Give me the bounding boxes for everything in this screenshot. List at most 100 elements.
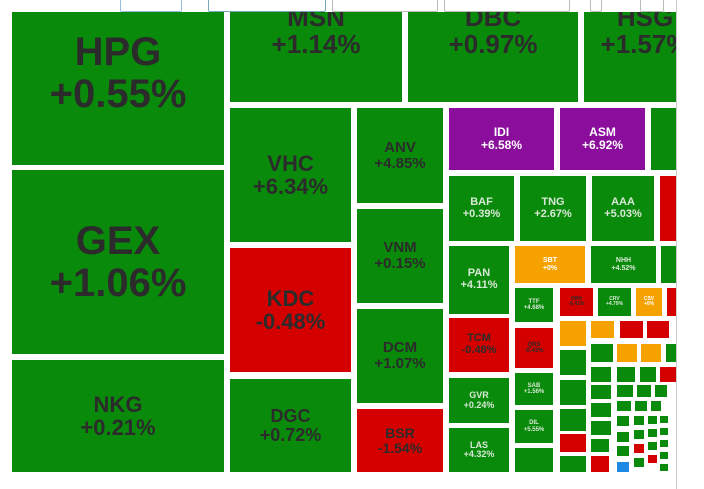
tile[interactable] <box>634 444 644 453</box>
tile[interactable] <box>591 344 613 362</box>
tile[interactable] <box>660 367 676 382</box>
change-label: +6.34% <box>252 174 329 199</box>
tile[interactable] <box>660 440 668 447</box>
button[interactable] <box>590 0 602 12</box>
ticker-label: CSV <box>643 295 655 302</box>
tile[interactable] <box>617 446 629 456</box>
ticker-label: BAF <box>470 195 493 208</box>
tile[interactable]: DGC +0.72% <box>230 379 351 472</box>
button[interactable] <box>640 0 664 12</box>
tile[interactable]: DCM +1.07% <box>357 309 443 403</box>
tile[interactable] <box>515 448 553 472</box>
tile[interactable] <box>660 452 668 459</box>
tile[interactable] <box>620 321 643 338</box>
tile[interactable] <box>666 344 676 362</box>
tile[interactable] <box>667 288 676 316</box>
tile[interactable] <box>648 442 657 450</box>
ticker-label: PAN <box>467 267 491 280</box>
tile[interactable] <box>655 385 667 397</box>
tile[interactable] <box>660 428 668 435</box>
change-label: +6.58% <box>480 138 523 152</box>
tile[interactable]: VHC +6.34% <box>230 108 351 242</box>
tile[interactable]: PAN +4.11% <box>449 246 509 314</box>
change-label: +0.72% <box>259 424 322 445</box>
tile[interactable]: CRV +4.79% <box>598 288 631 316</box>
tile[interactable] <box>617 462 629 472</box>
tab[interactable] <box>120 0 182 12</box>
tile[interactable]: LAS +4.32% <box>449 428 509 472</box>
tile[interactable]: TCM -0.48% <box>449 318 509 372</box>
ticker-label: DRH <box>571 295 582 302</box>
tile[interactable]: TNG +2.67% <box>520 176 586 241</box>
tile[interactable] <box>591 385 611 399</box>
tile[interactable] <box>634 458 644 467</box>
tile[interactable] <box>591 403 611 417</box>
tile[interactable] <box>560 434 586 452</box>
tile[interactable]: IDI +6.58% <box>449 108 554 170</box>
change-label: +1.57% <box>600 29 676 59</box>
tile[interactable]: SBT +0% <box>515 246 585 283</box>
change-label: +5.55% <box>523 426 545 433</box>
tile[interactable] <box>641 344 661 362</box>
tile[interactable]: GEX +1.06% <box>12 170 224 354</box>
tile[interactable] <box>560 350 586 375</box>
tile[interactable]: HPG +0.55% <box>12 0 224 165</box>
tile[interactable]: DBC +0.97% <box>408 0 578 102</box>
tile[interactable] <box>617 367 635 382</box>
tile[interactable]: NHH +4.52% <box>591 246 656 283</box>
tile[interactable] <box>660 464 668 471</box>
input[interactable] <box>208 0 326 12</box>
tile[interactable] <box>660 176 676 241</box>
tile[interactable] <box>661 246 676 283</box>
change-label: +0.15% <box>374 255 426 272</box>
tile[interactable]: TTF +4.68% <box>515 288 553 322</box>
tile[interactable] <box>591 367 611 382</box>
tile[interactable] <box>617 344 637 362</box>
tile[interactable] <box>637 385 651 397</box>
tile[interactable]: BSR -1.54% <box>357 409 443 472</box>
tile[interactable] <box>591 321 614 338</box>
tile[interactable] <box>648 455 657 463</box>
tile[interactable]: QNS -0.43% <box>515 328 553 368</box>
tile[interactable] <box>647 321 669 338</box>
tile[interactable]: MSN +1.14% <box>230 0 402 102</box>
tile[interactable]: BAF +0.39% <box>449 176 514 241</box>
input[interactable] <box>332 0 438 12</box>
ticker-label: DCM <box>382 339 418 357</box>
tile[interactable] <box>560 380 586 405</box>
tile[interactable] <box>560 321 586 346</box>
tile[interactable] <box>591 456 609 472</box>
tile[interactable]: HSG+1.57% <box>584 0 676 102</box>
treemap: HPG +0.55% GEX +1.06% NKG +0.21% MSN +1.14% DBC +… <box>12 0 676 472</box>
input[interactable] <box>444 0 570 12</box>
tile[interactable]: NKG +0.21% <box>12 360 224 472</box>
tile[interactable]: GVR +0.24% <box>449 378 509 423</box>
tile[interactable]: ASM +6.92% <box>560 108 645 170</box>
tile[interactable] <box>640 367 656 382</box>
tile[interactable] <box>617 401 631 411</box>
tile[interactable] <box>617 385 633 397</box>
tile[interactable]: KDC -0.48% <box>230 248 351 372</box>
tile[interactable] <box>591 421 611 435</box>
tile[interactable] <box>560 456 586 472</box>
tile[interactable] <box>651 401 661 411</box>
tile[interactable]: DRH -6.41% <box>560 288 593 316</box>
tile[interactable] <box>591 439 609 452</box>
change-label: +1.56% <box>523 389 545 395</box>
tile[interactable] <box>648 416 657 424</box>
tile[interactable] <box>634 430 644 439</box>
tile[interactable] <box>617 416 629 426</box>
tile[interactable] <box>651 108 676 170</box>
tile[interactable]: AAA +5.03% <box>592 176 654 241</box>
tile[interactable] <box>648 429 657 437</box>
tile[interactable]: ANV +4.85% <box>357 108 443 203</box>
tile[interactable]: CSV +0% <box>636 288 662 316</box>
tile[interactable]: DIL +5.55% <box>515 410 553 443</box>
tile[interactable] <box>634 416 644 425</box>
tile[interactable] <box>617 432 629 442</box>
tile[interactable] <box>660 416 668 423</box>
tile[interactable] <box>635 401 647 411</box>
tile[interactable]: SAB +1.56% <box>515 373 553 405</box>
tile[interactable] <box>560 409 586 431</box>
tile[interactable]: VNM +0.15% <box>357 209 443 303</box>
